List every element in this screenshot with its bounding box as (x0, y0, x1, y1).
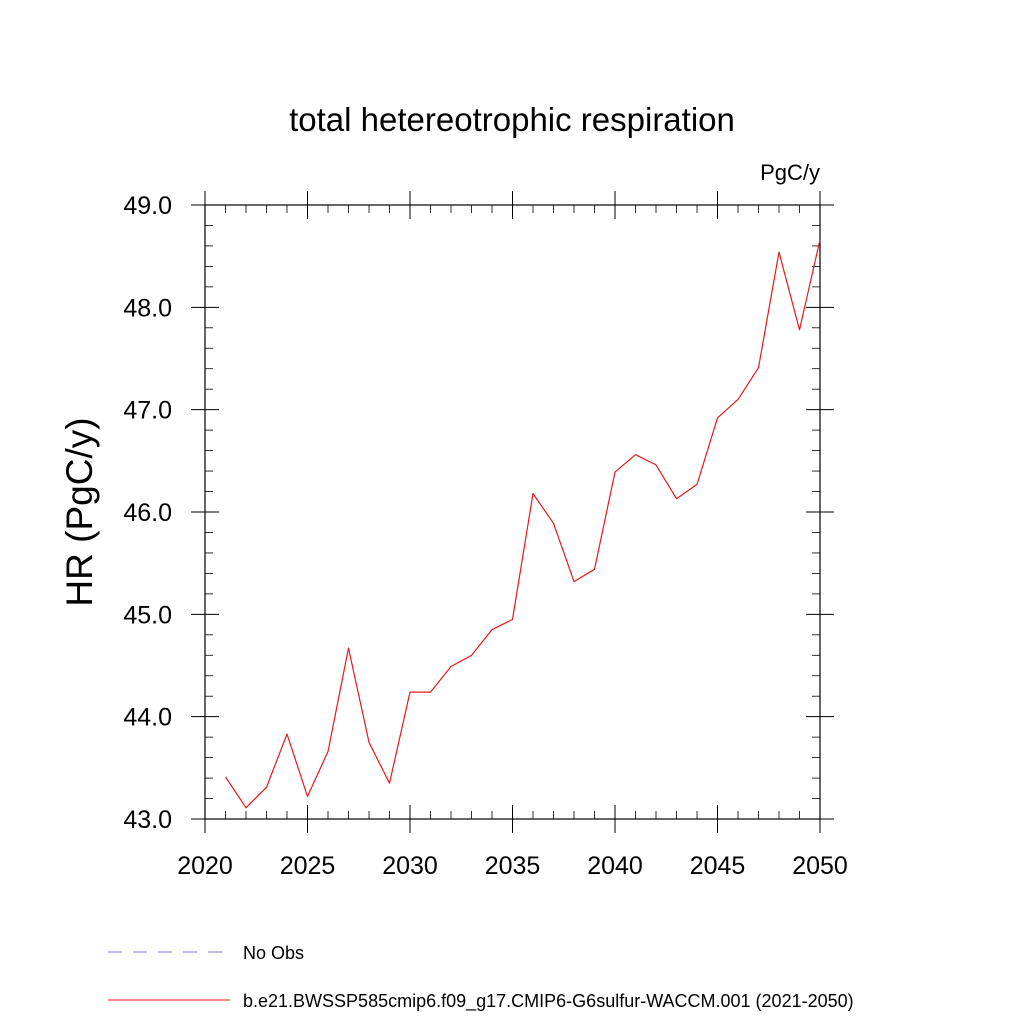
x-tick-label: 2035 (485, 852, 541, 880)
y-tick-label: 48.0 (123, 294, 172, 322)
y-tick-label: 45.0 (123, 601, 172, 629)
y-tick-label: 47.0 (123, 397, 172, 425)
legend: No Obs b.e21.BWSSP585cmip6.f09_g17.CMIP6-… (108, 943, 854, 1012)
y-tick-labels: 43.0 44.0 45.0 46.0 47.0 48.0 49.0 (123, 192, 172, 834)
x-tick-labels: 2020 2025 2030 2035 2040 2045 2050 (177, 852, 848, 880)
x-tick-label: 2050 (792, 852, 848, 880)
y-axis-label: HR (PgC/y) (59, 417, 100, 606)
y-tick-label: 44.0 (123, 704, 172, 732)
x-tick-label: 2025 (280, 852, 336, 880)
y-tick-label: 49.0 (123, 192, 172, 220)
x-tick-label: 2020 (177, 852, 233, 880)
y-tick-label: 43.0 (123, 806, 172, 834)
y-tick-label: 46.0 (123, 499, 172, 527)
legend-label: b.e21.BWSSP585cmip6.f09_g17.CMIP6-G6sulf… (243, 991, 854, 1012)
series-layer (225, 239, 821, 809)
units-label: PgC/y (760, 160, 820, 185)
chart-title: total hetereotrophic respiration (289, 101, 735, 138)
series-line (225, 239, 821, 809)
x-tick-label: 2040 (587, 852, 643, 880)
legend-label: No Obs (243, 943, 304, 963)
x-tick-label: 2045 (690, 852, 746, 880)
x-tick-label: 2030 (382, 852, 438, 880)
plot-frame (204, 204, 821, 820)
